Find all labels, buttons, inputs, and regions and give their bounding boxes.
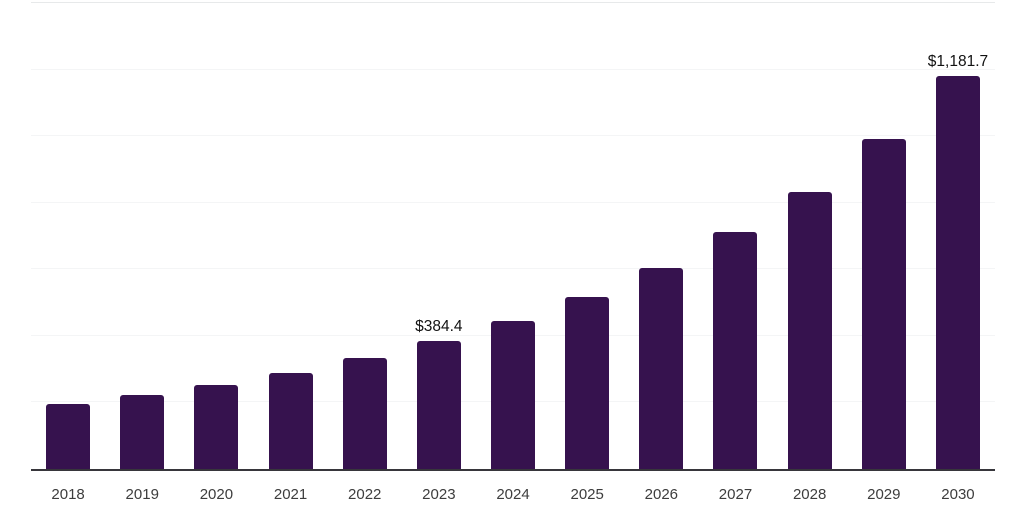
gridline-1200 [31, 68, 995, 70]
x-tick-label-2026: 2026 [644, 486, 679, 503]
bar-slot-2018 [31, 3, 105, 469]
bar-2030 [935, 75, 980, 469]
bar-value-label-2030: $1,181.7 [927, 52, 989, 70]
bar-2018 [46, 403, 91, 469]
bar-slot-2024 [476, 3, 550, 469]
bar-value-label-2023: $384.4 [415, 318, 463, 336]
x-tick-label-2020: 2020 [199, 486, 234, 503]
bar-2027 [713, 232, 758, 469]
gridline-600 [31, 268, 995, 270]
bars-container: $384.4 $1,181.7 [31, 3, 995, 469]
x-tick-label-2030: 2030 [941, 486, 975, 503]
bar-slot-2023: $384.4 [402, 3, 476, 469]
x-tick-label-2029: 2029 [867, 486, 901, 503]
x-axis-labels: 2018 2019 2020 2021 2022 2023 2024 2025 2026 2027… [31, 486, 995, 504]
x-tick-label-2023: 2023 [422, 486, 456, 503]
bar-chart: $384.4 $1,181.7 2018 2019 2020 2021 2022 2023 2… [31, 2, 995, 504]
bar-slot-2022 [328, 3, 402, 469]
x-tick-label-2021: 2021 [273, 486, 308, 503]
bar-slot-2025 [550, 3, 624, 469]
x-tick-label-2025: 2025 [570, 486, 604, 503]
x-tick-label-2028: 2028 [792, 486, 827, 503]
bar-slot-2027 [698, 3, 772, 469]
gridline-800 [31, 201, 995, 203]
bar-2026 [639, 267, 684, 469]
bar-2024 [491, 320, 536, 469]
bar-2025 [565, 297, 610, 469]
bar-2029 [861, 139, 906, 469]
bar-2028 [787, 192, 832, 469]
bar-2020 [194, 384, 239, 469]
bar-slot-2021 [253, 3, 327, 469]
x-tick-label-2022: 2022 [348, 486, 382, 503]
gridline-1000 [31, 135, 995, 137]
bar-2021 [268, 372, 313, 469]
x-axis-line [31, 469, 995, 471]
bar-slot-2030: $1,181.7 [921, 3, 995, 469]
bar-slot-2029 [847, 3, 921, 469]
bar-2019 [120, 394, 165, 469]
bar-2022 [342, 357, 387, 469]
bar-slot-2019 [105, 3, 179, 469]
x-tick-label-2024: 2024 [496, 486, 530, 503]
bar-slot-2028 [773, 3, 847, 469]
x-tick-label-2018: 2018 [51, 486, 85, 503]
bar-slot-2020 [179, 3, 253, 469]
x-tick-label-2027: 2027 [718, 486, 753, 503]
bar-2023 [416, 341, 461, 469]
x-tick-label-2019: 2019 [125, 486, 159, 503]
plot-area: $384.4 $1,181.7 [31, 2, 995, 469]
bar-slot-2026 [624, 3, 698, 469]
